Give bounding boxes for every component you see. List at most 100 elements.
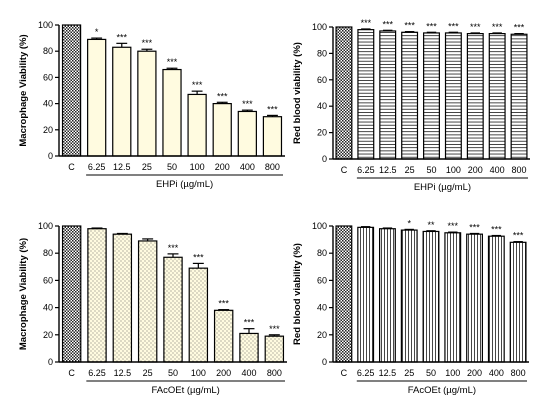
x-tick-label: 12.5	[379, 368, 397, 378]
x-tick-label: 6.25	[357, 165, 375, 175]
significance-label: ***	[192, 80, 203, 90]
significance-label: ***	[217, 91, 228, 101]
significance-label: ***	[448, 21, 459, 31]
bar-50	[163, 256, 183, 363]
bar-800	[262, 116, 283, 157]
x-tick-label: 6.25	[357, 368, 375, 378]
bar-200	[212, 102, 232, 157]
bar-25	[137, 50, 157, 157]
x-tick-label: 200	[216, 368, 231, 378]
y-tick-label: 60	[317, 275, 327, 285]
bar-C	[335, 225, 353, 363]
y-axis-title: Red blood viability (%)	[292, 243, 303, 345]
bar-100	[444, 32, 462, 160]
y-tick-label: 60	[317, 75, 327, 85]
x-tick-label: 400	[489, 368, 504, 378]
y-tick-label: 20	[317, 128, 327, 138]
y-tick-label: 80	[43, 46, 53, 56]
significance-label: *	[95, 27, 99, 37]
significance-label: ***	[426, 21, 437, 31]
y-tick-label: 100	[38, 20, 53, 30]
bar-400	[239, 332, 259, 363]
significance-label: ***	[469, 222, 480, 232]
significance-label: ***	[361, 18, 372, 28]
y-tick-label: 40	[43, 99, 53, 109]
significance-label: ***	[244, 318, 255, 328]
chart-rbc-ehpi: C***6.25***12.5***25***50***100***200***…	[292, 18, 530, 193]
y-tick-label: 60	[43, 275, 53, 285]
x-tick-label: 800	[265, 162, 280, 172]
significance-label: ***	[448, 221, 459, 231]
y-axis-title: Red blood viability (%)	[292, 42, 303, 144]
bar-800	[509, 241, 527, 363]
bar-200	[466, 32, 484, 160]
y-tick-label: 100	[312, 22, 327, 32]
x-tick-label: 6.25	[88, 162, 106, 172]
x-tick-label: 25	[143, 368, 153, 378]
x-axis-title: FAcOEt (µg/mL)	[408, 385, 476, 396]
x-tick-label: 200	[468, 165, 483, 175]
significance-label: *	[407, 218, 411, 228]
significance-label: ***	[404, 21, 415, 31]
x-axis-title: EHPi (µg/mL)	[414, 182, 471, 193]
x-tick-label: 50	[168, 368, 178, 378]
x-tick-label: 50	[167, 162, 177, 172]
bar-400	[237, 110, 257, 157]
y-tick-label: 40	[317, 101, 327, 111]
x-tick-label: 400	[490, 165, 505, 175]
chart-macrophage-ehpi: C*6.25***12.5***25***50***100***200***40…	[18, 20, 285, 190]
bar-6.25	[357, 226, 375, 363]
x-tick-label: 400	[241, 368, 256, 378]
x-tick-label: C	[68, 368, 75, 378]
y-tick-label: 40	[317, 303, 327, 313]
x-tick-label: 100	[190, 162, 205, 172]
significance-label: ***	[470, 22, 481, 32]
y-tick-label: 20	[43, 125, 53, 135]
y-tick-label: 80	[317, 48, 327, 58]
bar-400	[488, 32, 506, 160]
bar-800	[510, 33, 528, 160]
bar-C	[61, 24, 82, 157]
x-tick-label: 100	[191, 368, 206, 378]
significance-label: **	[427, 220, 435, 230]
chart-rbc-facoet: C 6.25 12.5*25**50***100***200***400***800…	[292, 218, 529, 396]
significance-label: ***	[267, 104, 278, 114]
y-tick-label: 80	[317, 248, 327, 258]
x-tick-label: 100	[446, 165, 461, 175]
significance-label: ***	[492, 22, 503, 32]
bar-12.5	[112, 233, 133, 363]
x-tick-label: 12.5	[113, 162, 131, 172]
significance-label: ***	[218, 299, 229, 309]
bar-100	[187, 93, 207, 157]
y-tick-label: 100	[312, 221, 327, 231]
significance-label: ***	[193, 252, 204, 262]
x-tick-label: 25	[405, 165, 415, 175]
bar-50	[162, 68, 182, 157]
significance-label: ***	[168, 243, 179, 253]
significance-label: ***	[167, 57, 178, 67]
x-tick-label: 12.5	[114, 368, 132, 378]
y-tick-label: 80	[43, 248, 53, 258]
bar-6.25	[87, 228, 107, 363]
bar-6.25	[87, 38, 107, 157]
x-tick-label: 800	[512, 165, 527, 175]
significance-label: ***	[491, 225, 502, 235]
chart-macrophage-facoet: C 6.25 12.5 25***50***100***200***400***800…	[18, 221, 287, 396]
y-tick-label: 20	[317, 330, 327, 340]
y-tick-label: 0	[322, 154, 327, 164]
y-tick-label: 20	[43, 330, 53, 340]
bar-800	[264, 335, 285, 363]
significance-label: ***	[242, 99, 253, 109]
x-tick-label: 200	[215, 162, 230, 172]
significance-label: ***	[513, 231, 524, 241]
significance-label: ***	[269, 324, 280, 334]
x-tick-label: 50	[426, 368, 436, 378]
y-axis-title: Macrophage Viability (%)	[18, 34, 29, 146]
y-tick-label: 100	[38, 221, 53, 231]
y-tick-label: 40	[43, 303, 53, 313]
y-tick-label: 60	[43, 72, 53, 82]
bar-400	[487, 235, 505, 363]
x-tick-label: 50	[426, 165, 436, 175]
x-tick-label: 6.25	[88, 368, 106, 378]
